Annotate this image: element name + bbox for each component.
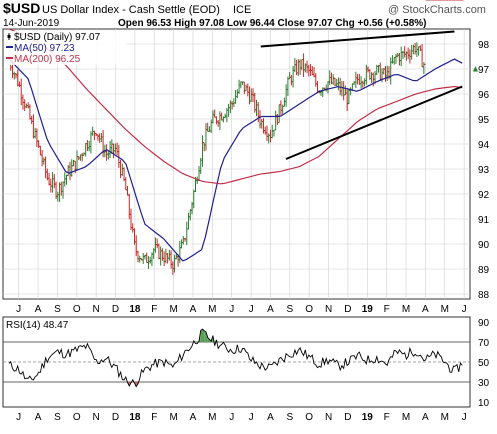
x-tick-label: A	[422, 304, 429, 315]
rsi-overbought-fill	[207, 337, 210, 342]
y-tick-label: 94	[478, 140, 490, 151]
rsi-gridlines	[3, 341, 470, 383]
x-tick-label: 18	[129, 412, 141, 423]
x-tick-label: D	[112, 304, 119, 315]
x-tick-label: F	[151, 304, 157, 315]
x-tick-label: A	[190, 412, 197, 423]
x-tick-label: J	[462, 412, 467, 423]
x-tick-label: A	[267, 304, 274, 315]
x-tick-label: O	[73, 304, 81, 315]
ma200-line	[8, 28, 463, 185]
x-tick-label: O	[305, 412, 313, 423]
price-panel	[2, 28, 471, 300]
rsi-y-tick-label: 50	[478, 358, 490, 369]
header-ohlc: Open 96.53 High 97.08 Low 96.44 Close 97…	[118, 18, 426, 29]
x-tick-label: 19	[362, 412, 374, 423]
price-gridlines	[3, 29, 470, 299]
rsi-series	[8, 328, 463, 388]
legend: $USD (Daily) 97.07 MA(50) 97.23 MA(200) …	[6, 31, 126, 65]
y-tick-label: 92	[478, 190, 490, 201]
x-tick-label: M	[441, 304, 449, 315]
y-tick-label: 96	[478, 90, 490, 101]
x-tick-label: A	[35, 412, 42, 423]
legend-ma50: MA(50) 97.23	[14, 43, 75, 54]
legend-swatch-candle	[7, 33, 11, 40]
y-tick-label: 98	[478, 40, 490, 51]
x-tick-label: M	[169, 412, 177, 423]
rsi-y-tick-label: 90	[478, 318, 490, 329]
x-tick-label: S	[286, 304, 293, 315]
header-symbol: $USD	[3, 0, 40, 16]
y-tick-label: 95	[478, 115, 490, 126]
trendline-upper	[260, 30, 455, 48]
x-tick-label: D	[344, 412, 351, 423]
y-tick-label: 88	[478, 290, 490, 301]
y-tick-label: 97	[478, 65, 490, 76]
x-tick-label: J	[249, 412, 254, 423]
x-tick-label: 18	[129, 304, 141, 315]
x-tick-label: A	[267, 412, 274, 423]
x-tick-label: N	[325, 412, 332, 423]
x-tick-label: A	[35, 304, 42, 315]
x-tick-label: J	[462, 304, 467, 315]
y-tick-label: 89	[478, 265, 490, 276]
rsi-overbought-fill	[200, 329, 203, 342]
x-tick-label: N	[325, 304, 332, 315]
x-axis-top: J A S O N D 18 F M A M J J A S O N D 19 F M A M J	[16, 304, 466, 315]
x-tick-label: F	[384, 412, 390, 423]
x-tick-label: S	[286, 412, 293, 423]
x-tick-label: 19	[362, 304, 374, 315]
header-name: US Dollar Index - Cash Settle (EOD)	[42, 4, 220, 16]
x-tick-label: M	[402, 304, 410, 315]
ma50-line	[8, 58, 463, 262]
rsi-y-tick-label: 10	[478, 398, 490, 409]
x-tick-label: N	[93, 412, 100, 423]
x-tick-label: F	[151, 412, 157, 423]
rsi-y-tick-label: 30	[478, 378, 490, 389]
x-tick-label: F	[384, 304, 390, 315]
header-exchange: ICE	[233, 4, 251, 16]
y-tick-label: 91	[478, 215, 490, 226]
y-tick-label: 90	[478, 240, 490, 251]
x-tick-label: M	[208, 304, 216, 315]
trendline-lower	[285, 85, 463, 160]
x-tick-label: J	[229, 304, 234, 315]
rsi-line	[8, 328, 463, 388]
y-tick-label: 93	[478, 165, 490, 176]
x-tick-label: S	[54, 412, 61, 423]
rsi-overbought-fill	[202, 329, 205, 342]
x-tick-label: D	[112, 412, 119, 423]
x-tick-label: D	[344, 304, 351, 315]
x-tick-label: J	[16, 412, 21, 423]
x-tick-label: A	[422, 412, 429, 423]
x-tick-label: O	[305, 304, 313, 315]
trendlines	[260, 30, 463, 160]
rsi-y-tick-label: 70	[478, 338, 490, 349]
x-tick-label: J	[249, 304, 254, 315]
x-tick-label: S	[54, 304, 61, 315]
last-price-marker: ▲	[471, 63, 480, 73]
x-tick-label: O	[73, 412, 81, 423]
watermark: @ StockCharts.com	[388, 4, 486, 16]
legend-price: $USD (Daily) 97.07	[14, 32, 101, 43]
rsi-overbought-fill	[204, 330, 206, 342]
price-series	[7, 0, 464, 275]
rsi-y-axis: 10 30 50 70 90	[478, 318, 490, 409]
x-tick-label: M	[402, 412, 410, 423]
x-tick-label: M	[441, 412, 449, 423]
x-tick-label: M	[208, 412, 216, 423]
legend-ma200: MA(200) 96.25	[14, 54, 81, 65]
x-axis-bottom: J A S O N D 18 F M A M J J A S O N D 19 F M A M J	[16, 412, 466, 423]
rsi-label: RSI(14) 48.47	[6, 320, 69, 331]
x-tick-label: M	[169, 304, 177, 315]
price-y-axis: 88 89 90 91 92 93 94 95 96 97 98 ▲	[471, 40, 490, 301]
x-tick-label: J	[16, 304, 21, 315]
header-date: 14-Jun-2019	[3, 18, 60, 29]
x-tick-label: A	[190, 304, 197, 315]
moving-averages	[8, 28, 463, 262]
x-tick-label: N	[93, 304, 100, 315]
x-tick-label: J	[229, 412, 234, 423]
